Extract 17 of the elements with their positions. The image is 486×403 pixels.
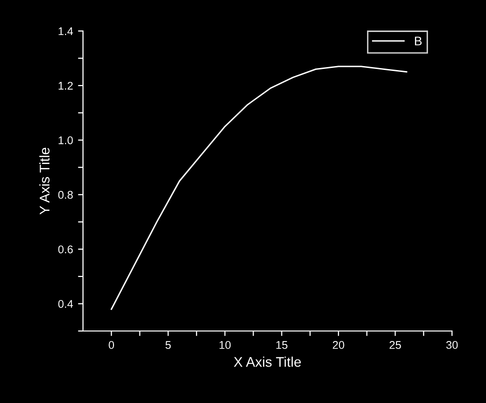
x-tick-label: 10: [220, 341, 231, 349]
y-tick-label: 0.4: [58, 300, 73, 308]
line-series: [110, 66, 408, 310]
y-axis-title: Y Axis Title: [39, 148, 50, 215]
y-tick-label: 1.4: [58, 27, 73, 36]
x-tick-label: 20: [332, 341, 344, 349]
x-tick-label: 5: [166, 341, 171, 349]
x-tick-label: 25: [390, 341, 401, 349]
y-tick-label: 1.2: [58, 82, 73, 90]
x-axis-title: X Axis Title: [234, 356, 301, 367]
legend-label: B: [414, 36, 422, 46]
x-tick-label: 15: [276, 341, 288, 349]
y-tick-label: 0.8: [58, 190, 73, 199]
x-tick-label: 30: [446, 341, 458, 349]
y-tick-label: 0.6: [58, 245, 73, 254]
y-tick-label: 1.0: [58, 136, 73, 144]
x-tick-label: 0: [108, 341, 114, 349]
